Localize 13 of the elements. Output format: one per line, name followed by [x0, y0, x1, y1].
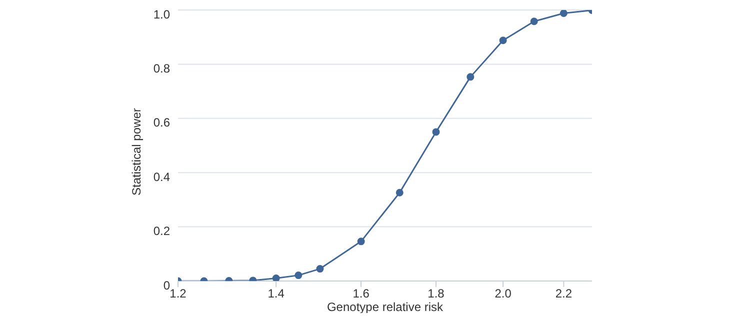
- x-tick-label: 1.2: [170, 286, 187, 301]
- x-tick-label: 2.2: [555, 286, 572, 301]
- x-tick-label: 1.4: [268, 286, 285, 301]
- y-axis-title: Statistical power: [129, 108, 144, 196]
- x-tick-label: 2.0: [494, 286, 512, 301]
- y-tick-label: 0.8: [153, 61, 170, 76]
- y-tick-label: 0.4: [153, 170, 170, 184]
- y-tick-label: 0: [163, 278, 170, 292]
- y-tick-label: 0.2: [153, 224, 170, 238]
- x-tick-label: 1.8: [428, 286, 445, 301]
- y-tick-label: 0.6: [153, 116, 170, 130]
- y-tick-label: 1.0: [153, 7, 170, 22]
- x-tick-label: 1.6: [352, 286, 370, 301]
